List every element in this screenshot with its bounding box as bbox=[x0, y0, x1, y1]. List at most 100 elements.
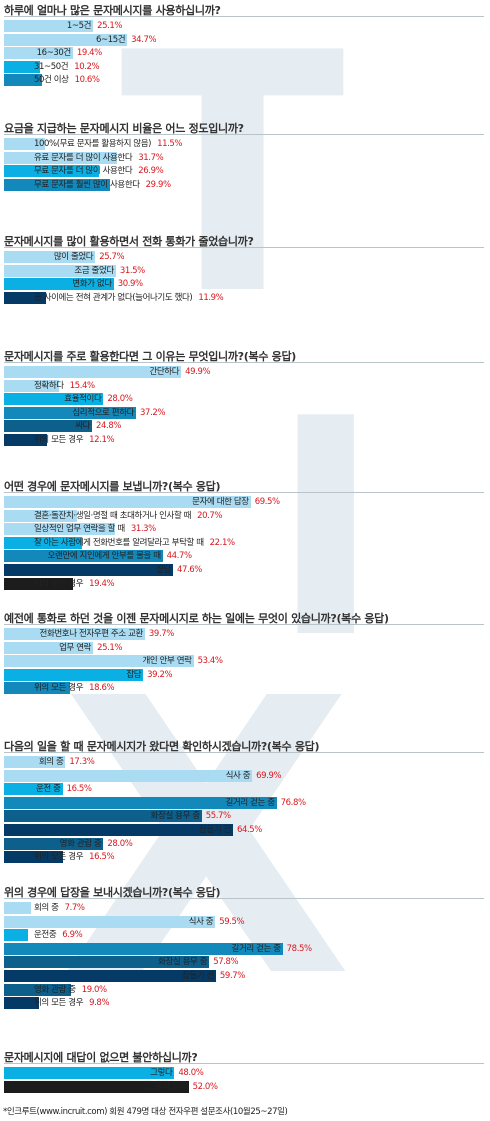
bar bbox=[4, 564, 173, 576]
bar-label: 싸다 24.8% bbox=[75, 420, 121, 432]
bar-label: 많이 줄었다 25.7% bbox=[53, 251, 125, 263]
value-label: 10.2% bbox=[74, 61, 100, 72]
value-label: 31.3% bbox=[130, 524, 156, 535]
bar bbox=[4, 915, 216, 928]
bar bbox=[4, 577, 73, 590]
value-label: 16.5% bbox=[66, 784, 92, 795]
bar-label: 식사 중 59.5% bbox=[189, 916, 245, 928]
category-label: 1~5건 bbox=[66, 21, 92, 31]
category-label: 무료 문자를 훨씬 많이 사용한다 bbox=[34, 179, 140, 190]
bar-label: 무료 문자를 더 많이 사용한다 26.9% bbox=[34, 165, 164, 177]
bar bbox=[4, 682, 71, 695]
category-label: 잡담 bbox=[156, 565, 171, 575]
value-label: 28.0% bbox=[107, 838, 133, 849]
value-label: 20.7% bbox=[197, 510, 223, 521]
value-label: 39.2% bbox=[147, 669, 173, 680]
bar-label: 100%(무료 문자를 활용하지 않음) 11.5% bbox=[34, 138, 182, 150]
value-label: 57.8% bbox=[213, 957, 239, 968]
category-label: 화장실 용무 중 bbox=[158, 957, 208, 968]
category-label: 변화가 없다 bbox=[72, 279, 112, 290]
value-label: 69.9% bbox=[256, 770, 282, 781]
bar-label: 심리적으로 편하다 37.2% bbox=[72, 407, 165, 419]
bar bbox=[4, 641, 94, 654]
bar bbox=[4, 983, 72, 996]
bar bbox=[4, 942, 283, 955]
value-label: 7.7% bbox=[64, 903, 85, 913]
divider-line bbox=[4, 1063, 484, 1064]
category-label: 조금 줄었다 bbox=[74, 265, 114, 276]
bar bbox=[4, 810, 202, 823]
bar-label: 위의 모든 경우 18.6% bbox=[34, 682, 115, 694]
category-label: 잘 아는 사람에게 전화번호를 알려달라고 부탁할 때 bbox=[34, 537, 204, 548]
bar bbox=[4, 536, 83, 549]
bar-label: 1~5건 25.1% bbox=[66, 20, 123, 32]
category-label: 많이 줄었다 bbox=[53, 252, 94, 262]
bar bbox=[4, 264, 116, 277]
value-label: 6.9% bbox=[62, 930, 83, 941]
chart-title: 문자메시지를 많이 활용하면서 전화 통화가 줄었습니까? bbox=[4, 235, 254, 248]
bar-label: 잘 아는 사람에게 전화번호를 알려달라고 부탁할 때 22.1% bbox=[34, 537, 235, 549]
value-label: 49.9% bbox=[185, 367, 211, 377]
bar bbox=[4, 902, 32, 914]
value-label: 30.9% bbox=[117, 279, 143, 290]
category-label: 6~15건 bbox=[96, 34, 126, 45]
bar-label: 변화가 없다 30.9% bbox=[72, 278, 143, 290]
bar-label: 화장실 용무 중 57.8% bbox=[158, 956, 239, 968]
bar-label: 업무 연락 25.1% bbox=[59, 642, 122, 654]
bar-label: 잠들기 전 59.7% bbox=[182, 970, 245, 982]
bar-label: 문자에 대한 답장 69.5% bbox=[192, 496, 280, 508]
chart-title: 요금을 지급하는 문자메시지 비율은 어느 정도입니까? bbox=[4, 122, 244, 135]
bar bbox=[4, 74, 42, 87]
category-label: 화장실 용무 중 bbox=[150, 811, 201, 822]
value-label: 11.9% bbox=[198, 292, 224, 303]
bar bbox=[4, 1067, 175, 1079]
bar bbox=[4, 929, 29, 942]
bar bbox=[4, 47, 73, 60]
value-label: 48.0% bbox=[178, 1068, 204, 1078]
bar bbox=[4, 851, 63, 864]
category-label: 무료 문자를 더 많이 사용한다 bbox=[34, 166, 133, 177]
value-label: 53.4% bbox=[197, 656, 223, 667]
bar bbox=[4, 824, 233, 836]
category-label: 영화 관람 중 bbox=[59, 838, 102, 849]
bar bbox=[4, 837, 104, 850]
divider-line bbox=[4, 16, 484, 17]
chart-title: 예전에 통화로 하던 것을 이젠 문자메시지로 하는 일에는 무엇이 있습니까?… bbox=[4, 612, 389, 625]
bar-label: 그렇지 않다 52.0% bbox=[147, 1081, 218, 1093]
bar bbox=[4, 496, 251, 508]
value-label: 25.1% bbox=[97, 21, 123, 31]
value-label: 37.2% bbox=[140, 407, 166, 418]
bar-label: 잡담 39.2% bbox=[126, 669, 172, 681]
bar-label: 영화 관람 중 28.0% bbox=[60, 838, 133, 850]
value-label: 19.0% bbox=[81, 984, 107, 995]
value-label: 64.5% bbox=[236, 825, 262, 835]
category-label: 둘 사이에는 전혀 관계가 없다(늘어나기도 했다) bbox=[34, 292, 193, 303]
bar bbox=[4, 1080, 189, 1093]
bar bbox=[4, 523, 116, 536]
category-label: 잠들기 전 bbox=[181, 971, 214, 981]
chart-title: 하루에 얼마나 많은 문자메시지를 사용하십니까? bbox=[4, 4, 221, 17]
bar bbox=[4, 434, 47, 446]
bar bbox=[4, 509, 78, 522]
value-label: 39.7% bbox=[148, 629, 174, 639]
divider-line bbox=[4, 134, 484, 135]
category-label: 오랜만에 지인에게 안부를 물을 때 bbox=[47, 551, 161, 562]
bar-label: 간단하다 49.9% bbox=[149, 366, 210, 378]
bar bbox=[4, 997, 39, 1010]
category-label: 50건 이상 bbox=[34, 75, 69, 86]
category-label: 16~30건 bbox=[36, 48, 72, 59]
bar-label: 둘 사이에는 전혀 관계가 없다(늘어나기도 했다) 11.9% bbox=[34, 292, 224, 304]
category-label: 식사 중 bbox=[188, 916, 214, 927]
bar-label: 길거리 걷는 중 76.8% bbox=[226, 797, 307, 809]
bar-label: 6~15건 34.7% bbox=[96, 34, 157, 46]
value-label: 78.5% bbox=[286, 943, 312, 954]
bar bbox=[4, 769, 253, 782]
bar-label: 효율적이다 28.0% bbox=[64, 393, 133, 405]
bar bbox=[4, 783, 63, 796]
category-label: 유료 문자를 더 많이 사용한다 bbox=[34, 152, 133, 163]
value-label: 15.4% bbox=[69, 380, 95, 391]
category-label: 회의 중 bbox=[38, 757, 64, 767]
bar-label: 조금 줄었다 31.5% bbox=[74, 265, 145, 277]
bar-label: 잠들기 전 64.5% bbox=[199, 824, 262, 836]
value-label: 17.3% bbox=[69, 757, 95, 767]
